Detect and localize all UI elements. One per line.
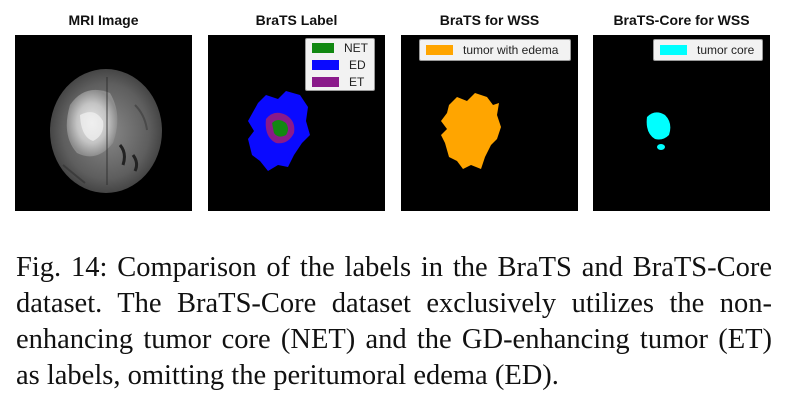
panel-title-brats-wss: BraTS for WSS [439,12,540,28]
brats-label-image: NET ED ET [208,35,385,211]
legend-swatch-tumor-with-edema [426,45,453,55]
brats-core-wss-image: tumor core [593,35,770,211]
legend-swatch-ed [312,59,339,70]
legend-item-et: ET [306,73,374,90]
legend-label: NET [344,40,368,55]
legend-label: ED [349,57,366,72]
mri-image [15,35,192,211]
tumor-with-edema-region [441,93,501,169]
legend-label: tumor with edema [463,43,559,57]
non-enhancing-core-region [272,120,288,137]
legend-swatch-net [312,42,334,53]
legend-label: tumor core [697,43,755,57]
brats-label-legend: NET ED ET [305,38,375,91]
legend-item-tumor-core: tumor core [654,40,762,60]
panel-title-brats-core-wss: BraTS-Core for WSS [613,12,750,28]
tumor-core-fragment [657,144,665,150]
figure-caption: Fig. 14: Comparison of the labels in the… [16,252,772,391]
legend-item-tumor-with-edema: tumor with edema [420,40,570,60]
legend-swatch-tumor-core [660,45,687,55]
core-legend: tumor core [653,39,763,61]
panel-title-mri: MRI Image [68,12,139,28]
panel-title-brats-label: BraTS Label [255,12,338,28]
tumor-core-region [646,112,671,140]
legend-label: ET [349,74,365,89]
legend-item-ed: ED [306,56,374,73]
wss-legend: tumor with edema [419,39,571,61]
brats-wss-image: tumor with edema [401,35,578,211]
legend-swatch-et [312,76,339,87]
legend-item-net: NET [306,39,374,56]
